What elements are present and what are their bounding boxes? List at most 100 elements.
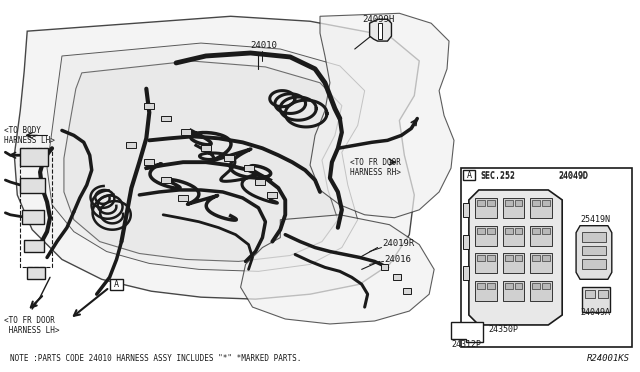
Text: 24049D: 24049D (558, 171, 588, 180)
Bar (475, 281, 497, 301)
Bar (127, 142, 136, 148)
Bar (542, 283, 550, 289)
Text: 24010: 24010 (250, 41, 277, 50)
Bar (268, 192, 277, 198)
Bar (24, 240, 44, 251)
Bar (178, 195, 188, 201)
Bar (531, 226, 552, 246)
Bar (504, 283, 513, 289)
Bar (532, 200, 540, 206)
Bar (504, 228, 513, 234)
Bar (475, 253, 497, 273)
Text: 24049A: 24049A (580, 308, 610, 317)
Bar (394, 274, 401, 280)
Bar (502, 226, 524, 246)
Bar (475, 198, 497, 218)
Bar (487, 200, 495, 206)
Polygon shape (370, 19, 392, 41)
Bar (487, 283, 495, 289)
Text: SEC.252: SEC.252 (481, 171, 516, 180)
Bar (515, 200, 522, 206)
Bar (542, 200, 550, 206)
Bar (20, 178, 45, 193)
Bar (531, 198, 552, 218)
Text: 24312P: 24312P (451, 340, 481, 349)
Bar (477, 200, 484, 206)
Bar (542, 256, 550, 262)
Bar (224, 155, 234, 161)
Text: <TO FR DOOR: <TO FR DOOR (4, 317, 55, 326)
Bar (504, 256, 513, 262)
Text: <TO FR DOOR: <TO FR DOOR (350, 158, 401, 167)
Text: <TO BODY: <TO BODY (4, 126, 42, 135)
Text: 24350P: 24350P (489, 326, 519, 334)
Bar (244, 165, 253, 171)
Bar (477, 256, 484, 262)
Bar (582, 287, 610, 312)
Text: R24001KS: R24001KS (587, 354, 630, 363)
Bar (502, 198, 524, 218)
Polygon shape (14, 16, 419, 299)
Bar (515, 283, 522, 289)
Bar (403, 288, 412, 294)
Bar (461, 168, 632, 347)
Bar (109, 279, 124, 290)
Text: HARNESS LH>: HARNESS LH> (4, 136, 55, 145)
Polygon shape (47, 43, 365, 271)
Bar (255, 179, 266, 185)
Bar (515, 228, 522, 234)
Bar (145, 103, 154, 109)
Bar (161, 177, 171, 183)
Bar (463, 170, 475, 180)
Text: 24016: 24016 (385, 255, 412, 264)
Text: 24019R: 24019R (383, 239, 415, 248)
Bar (532, 283, 540, 289)
Bar (463, 203, 469, 217)
Bar (502, 281, 524, 301)
Bar (504, 200, 513, 206)
Bar (487, 256, 495, 262)
Bar (22, 210, 44, 224)
Polygon shape (576, 226, 612, 279)
Bar (487, 228, 495, 234)
Bar (585, 290, 595, 298)
Bar (582, 259, 606, 269)
Bar (463, 266, 469, 280)
Bar (20, 148, 48, 166)
Text: HARNESS LH>: HARNESS LH> (4, 326, 60, 336)
Bar (532, 256, 540, 262)
Text: NOTE :PARTS CODE 24010 HARNESS ASSY INCLUDES "*" *MARKED PARTS.: NOTE :PARTS CODE 24010 HARNESS ASSY INCL… (10, 354, 301, 363)
Polygon shape (451, 322, 483, 342)
Bar (145, 159, 154, 165)
Bar (201, 145, 211, 151)
Text: SEC.252: SEC.252 (481, 171, 516, 180)
Bar (378, 23, 381, 39)
Bar (463, 235, 469, 248)
Text: 24049D: 24049D (558, 171, 588, 180)
Text: A: A (467, 171, 472, 180)
Bar (477, 228, 484, 234)
Bar (475, 226, 497, 246)
Bar (477, 283, 484, 289)
Polygon shape (241, 215, 434, 324)
Text: HARNESS RH>: HARNESS RH> (350, 168, 401, 177)
Bar (381, 264, 388, 270)
Bar (515, 256, 522, 262)
Bar (181, 129, 191, 135)
Bar (582, 246, 606, 256)
Bar (531, 281, 552, 301)
Polygon shape (64, 61, 342, 262)
Bar (28, 267, 45, 279)
Text: A: A (114, 280, 119, 289)
Bar (161, 116, 171, 122)
Polygon shape (310, 13, 454, 218)
Bar (532, 228, 540, 234)
Bar (531, 253, 552, 273)
Polygon shape (469, 190, 562, 325)
Bar (598, 290, 608, 298)
Bar (582, 232, 606, 241)
Text: 24099H: 24099H (363, 15, 395, 24)
Text: 25419N: 25419N (580, 215, 610, 224)
Bar (542, 228, 550, 234)
Bar (502, 253, 524, 273)
